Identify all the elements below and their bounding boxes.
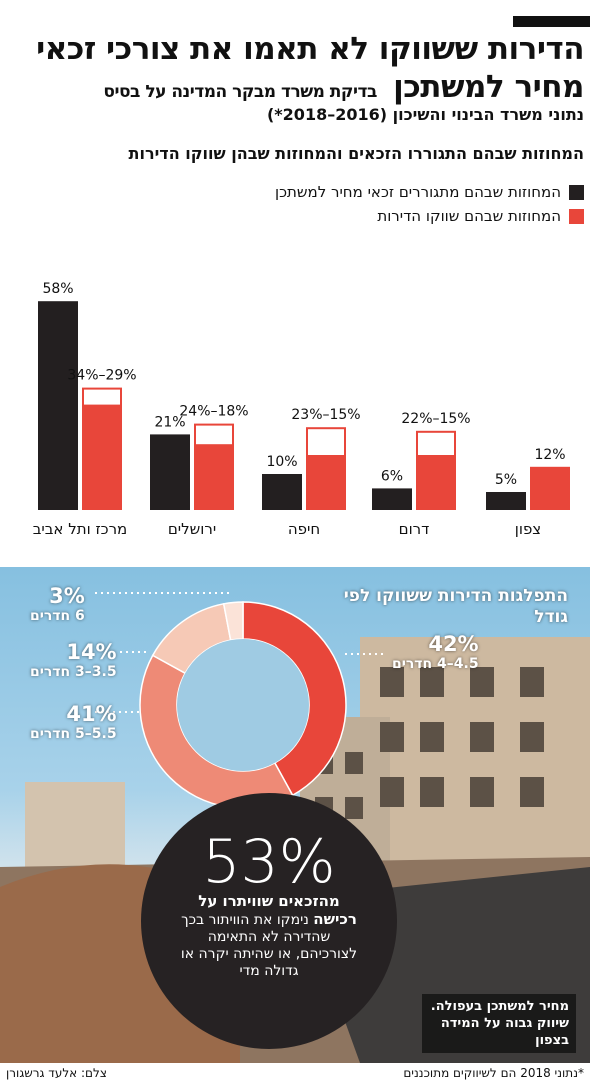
bar-marketed-range-0 (82, 387, 122, 407)
donut-hole (177, 639, 309, 771)
slice-pct-42: 42% (428, 632, 479, 656)
bar-residents-4 (486, 492, 526, 510)
slice-label-4-4.5: 42% 4.5–4 חדרים (392, 632, 479, 672)
slice-rooms-5-5.5: 5.5–5 חדרים (30, 726, 117, 742)
label-marketed-0: 34%–29% (67, 368, 136, 384)
highlight-number: 53% (202, 827, 336, 897)
label-marketed-2: 23%–15% (291, 407, 360, 423)
label-residents-1: 21% (154, 414, 185, 430)
bar-marketed-min-4 (530, 466, 570, 510)
highlight-text: מהזכאים שוויתרו על רכישה נימקו את הוויתו… (175, 893, 363, 980)
label-residents-0: 58% (42, 281, 73, 297)
headline: הדירות ששווקו לא תאמו את צורכי זכאי מחיר… (4, 30, 584, 111)
label-marketed-1: 24%–18% (179, 404, 248, 420)
label-residents-4: 5% (495, 472, 517, 488)
legend-item-residents: המחוזות שבהם מתגוררים זכאי מחיר למשתכן (134, 183, 584, 201)
bar-marketed-min-1 (194, 445, 234, 510)
slice-label-6: 3% 6 חדרים (30, 584, 85, 624)
slice-rooms-6: 6 חדרים (30, 608, 85, 624)
slice-rooms-4-4.5: 4.5–4 חדרים (392, 656, 479, 672)
bar-marketed-min-3 (416, 456, 456, 510)
bar-marketed-min-0 (82, 405, 122, 510)
building-windows (315, 667, 544, 819)
category-label-0: מרכז ותל אביב (33, 520, 128, 538)
footnote: *נתוני 2018 הם לשיווקים מתוכננים (403, 1066, 584, 1080)
label-residents-2: 10% (266, 454, 297, 470)
bar-marketed-range-3 (416, 430, 456, 458)
bar-residents-1 (150, 434, 190, 510)
highlight-bold: מהזכאים שוויתרו על רכישה (198, 892, 357, 928)
category-label-1: ירושלים (168, 520, 216, 538)
headline-line2-small: בדיקת משרד מבקר המדינה על בסיס (103, 82, 377, 102)
legend-label-residents: המחוזות שבהם מתגוררים זכאי מחיר למשתכן (275, 183, 561, 201)
slice-label-5-5.5: 41% 5.5–5 חדרים (30, 702, 117, 742)
slice-pct-14: 14% (66, 640, 117, 664)
highlight-body: נימקו את הוויתור בכך שהדירה לא התאימה לצ… (180, 912, 358, 979)
slice-label-3-3.5: 14% 3.5–3 חדרים (30, 640, 117, 680)
photo-caption: מחיר למשתכן בעפולה. שיווק גבוה על המידה … (422, 994, 576, 1053)
legend-swatch-red (569, 208, 584, 224)
slice-pct-3: 3% (49, 584, 85, 608)
donut-title: התפלגות הדירות ששווקו לפי גודל (343, 586, 568, 627)
bar-marketed-range-2 (306, 427, 346, 457)
chart-heading: המחוזות שבהם התגוררו הזכאים והמחוזות שבה… (128, 144, 584, 163)
bar-residents-3 (372, 488, 412, 510)
category-label-2: חיפה (288, 520, 320, 538)
headline-line2: מחיר למשתכן בדיקת משרד מבקר המדינה על בס… (4, 68, 584, 111)
label-marketed-4: 12% (534, 447, 565, 463)
headline-line1: הדירות ששווקו לא תאמו את צורכי זכאי (36, 31, 584, 67)
bar-residents-0 (38, 301, 78, 510)
label-marketed-3: 22%–15% (401, 411, 470, 427)
bar-marketed-min-2 (306, 456, 346, 510)
legend-swatch-black (569, 184, 584, 200)
category-label-4: צפון (515, 520, 541, 538)
category-label-3: דרום (399, 520, 430, 538)
legend-label-marketed: המחוזות שבהם שווקו הדירות (377, 207, 561, 225)
label-residents-3: 6% (381, 468, 403, 484)
legend-item-marketed: המחוזות שבהם שווקו הדירות (134, 207, 584, 225)
building-left (25, 782, 125, 867)
photo-credit: צלם: אלעד גרשגורן (6, 1066, 107, 1080)
top-accent-bar (513, 16, 590, 27)
subtitle: נתוני משרד הבינוי והשיכון (2016–2018*) (266, 105, 584, 124)
slice-rooms-3-3.5: 3.5–3 חדרים (30, 664, 117, 680)
headline-line2-main: מחיר למשתכן (393, 69, 584, 105)
slice-pct-41: 41% (66, 702, 117, 726)
bar-marketed-range-1 (194, 423, 234, 447)
bar-residents-2 (262, 474, 302, 510)
highlight-circle: 53% מהזכאים שוויתרו על רכישה נימקו את הו… (141, 793, 397, 1049)
bar-chart: 58% 34%–29% מרכז ותל אביב 21%24%–18% ירושלים… (33, 281, 570, 538)
